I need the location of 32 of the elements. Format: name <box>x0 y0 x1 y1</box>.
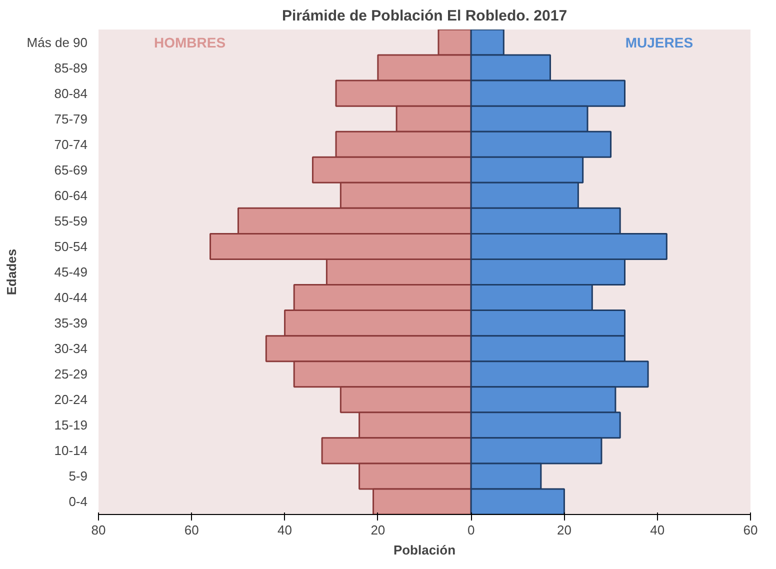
text: MUJERES <box>625 34 694 50</box>
y-tick-label: 40-44 <box>54 290 88 306</box>
y-tick-label: 35-39 <box>54 316 88 331</box>
x-tick-label: 60 <box>184 522 199 538</box>
y-tick-label: 15-19 <box>54 418 88 433</box>
y-axis-title: Edades <box>4 248 19 296</box>
y-tick-label: 0-4 <box>68 494 88 510</box>
chart-title: Pirámide de Población El Robledo. 2017 <box>282 8 568 24</box>
x-tick-label: 40 <box>278 522 292 538</box>
y-tick-label: 60-64 <box>54 188 88 203</box>
x-tick-label: 20 <box>556 522 572 538</box>
x-tick-label: 20 <box>370 522 386 538</box>
y-tick-label: 85-89 <box>54 60 88 76</box>
x-tick-label: 60 <box>743 522 758 538</box>
x-tick-label: 80 <box>91 522 106 538</box>
x-tick-label: 40 <box>650 522 665 538</box>
x-axis-title: Población <box>393 542 456 558</box>
y-tick-label: 45-49 <box>54 264 88 280</box>
y-tick-label: 50-54 <box>54 238 88 254</box>
y-tick-label: 10-14 <box>54 443 88 458</box>
y-tick-label: 70-74 <box>54 136 88 152</box>
y-tick-label: 55-59 <box>54 213 88 228</box>
y-tick-label: 30-34 <box>54 341 88 356</box>
x-tick-label: 0 <box>467 522 475 538</box>
y-tick-label: 25-29 <box>54 366 88 382</box>
y-tick-label: 65-69 <box>54 162 88 178</box>
y-tick-label: 80-84 <box>54 86 88 101</box>
y-tick-label: 75-79 <box>54 111 88 126</box>
text: HOMBRES <box>154 34 226 50</box>
y-tick-label: Más de 90 <box>26 34 88 50</box>
y-tick-label: 20-24 <box>54 392 88 408</box>
y-tick-label: 5-9 <box>68 468 88 484</box>
